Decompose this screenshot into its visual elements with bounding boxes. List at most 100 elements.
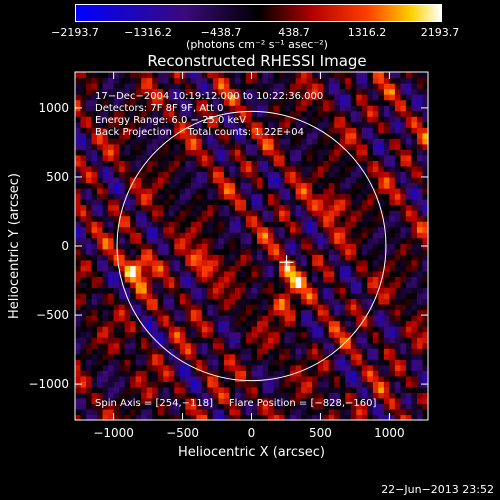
heatmap-cell xyxy=(257,353,264,360)
heatmap-cell xyxy=(389,160,396,167)
heatmap-cell xyxy=(356,276,363,283)
heatmap-cell xyxy=(179,215,186,222)
heatmap-cell xyxy=(268,127,275,134)
heatmap-cell xyxy=(223,138,231,145)
heatmap-cell xyxy=(185,127,192,134)
heatmap-cell xyxy=(422,281,429,289)
heatmap-cell xyxy=(312,287,319,294)
heatmap-cell xyxy=(91,353,98,360)
heatmap-cell xyxy=(229,248,236,255)
heatmap-cell xyxy=(273,193,280,200)
heatmap-cell xyxy=(350,315,357,322)
heatmap-cell xyxy=(334,370,341,377)
heatmap-cell xyxy=(80,265,87,272)
heatmap-cell xyxy=(378,88,385,95)
heatmap-cell xyxy=(119,331,126,338)
heatmap-cell xyxy=(405,298,413,305)
heatmap-cell xyxy=(212,342,220,349)
heatmap-cell xyxy=(174,353,181,360)
heatmap-cell xyxy=(306,154,313,161)
heatmap-cell xyxy=(207,210,214,217)
heatmap-cell xyxy=(168,276,175,283)
heatmap-cell xyxy=(268,99,275,106)
heatmap-cell xyxy=(400,298,407,305)
heatmap-cell xyxy=(400,160,407,167)
heatmap-cell xyxy=(334,408,341,416)
heatmap-cell xyxy=(416,176,424,184)
heatmap-cell xyxy=(174,232,181,239)
heatmap-cell xyxy=(312,171,319,178)
heatmap-cell xyxy=(113,72,120,79)
heatmap-cell xyxy=(334,215,341,222)
heatmap-cell xyxy=(350,143,357,150)
heatmap-cell xyxy=(345,99,352,106)
heatmap-cell xyxy=(361,359,368,366)
heatmap-cell xyxy=(141,370,148,377)
heatmap-cell xyxy=(389,259,396,266)
heatmap-cell xyxy=(405,132,413,139)
heatmap-cell xyxy=(86,408,93,416)
heatmap-cell xyxy=(113,204,120,211)
heatmap-cell xyxy=(290,248,297,255)
heatmap-cell xyxy=(196,386,203,393)
heatmap-cell xyxy=(317,281,324,289)
heatmap-cell xyxy=(108,375,115,382)
heatmap-cell xyxy=(201,138,208,145)
heatmap-cell xyxy=(334,116,341,123)
heatmap-cell xyxy=(279,221,286,228)
heatmap-cell xyxy=(361,276,368,283)
heatmap-cell xyxy=(223,298,231,305)
heatmap-cell xyxy=(383,320,390,327)
heatmap-cell xyxy=(245,171,253,178)
heatmap-cell xyxy=(251,270,258,277)
heatmap-cell xyxy=(108,304,115,311)
heatmap-cell xyxy=(152,276,159,283)
heatmap-cell xyxy=(207,188,214,195)
heatmap-cell xyxy=(367,94,374,101)
heatmap-cell xyxy=(113,331,120,338)
heatmap-cell xyxy=(262,359,269,366)
heatmap-cell xyxy=(422,348,429,355)
heatmap-cell xyxy=(234,287,242,294)
heatmap-cell xyxy=(257,265,264,272)
heatmap-cell xyxy=(190,165,197,173)
heatmap-cell xyxy=(179,138,186,145)
heatmap-cell xyxy=(334,88,341,95)
heatmap-cell xyxy=(361,232,368,239)
heatmap-cell xyxy=(411,193,418,200)
heatmap-cell xyxy=(135,248,142,255)
heatmap-cell xyxy=(168,215,175,222)
heatmap-cell xyxy=(201,127,208,134)
heatmap-cell xyxy=(141,176,148,184)
heatmap-cell xyxy=(422,171,429,178)
heatmap-cell xyxy=(323,121,330,128)
heatmap-cell xyxy=(295,337,302,344)
heatmap-cell xyxy=(124,72,131,79)
heatmap-cell xyxy=(394,243,402,250)
heatmap-cell xyxy=(356,292,363,300)
heatmap-cell xyxy=(168,408,175,416)
heatmap-cell xyxy=(212,408,220,416)
heatmap-cell xyxy=(168,188,175,195)
heatmap-cell xyxy=(179,94,186,101)
heatmap-cell xyxy=(201,370,208,377)
heatmap-cell xyxy=(152,386,159,393)
heatmap-cell xyxy=(367,315,374,322)
heatmap-cell xyxy=(394,254,402,261)
heatmap-cell xyxy=(378,215,385,222)
heatmap-cell xyxy=(130,77,137,84)
heatmap-cell xyxy=(240,77,247,84)
heatmap-cell xyxy=(389,326,396,333)
heatmap-cell xyxy=(383,315,390,322)
heatmap-cell xyxy=(234,188,242,195)
heatmap-cell xyxy=(350,110,357,117)
heatmap-cell xyxy=(405,364,413,371)
heatmap-cell xyxy=(273,326,280,333)
heatmap-cell xyxy=(317,221,324,228)
heatmap-cell xyxy=(284,326,291,333)
heatmap-cell xyxy=(124,392,131,399)
heatmap-cell xyxy=(196,77,203,84)
heatmap-cell xyxy=(339,237,346,244)
heatmap-cell xyxy=(268,304,275,311)
heatmap-cell xyxy=(405,204,413,211)
